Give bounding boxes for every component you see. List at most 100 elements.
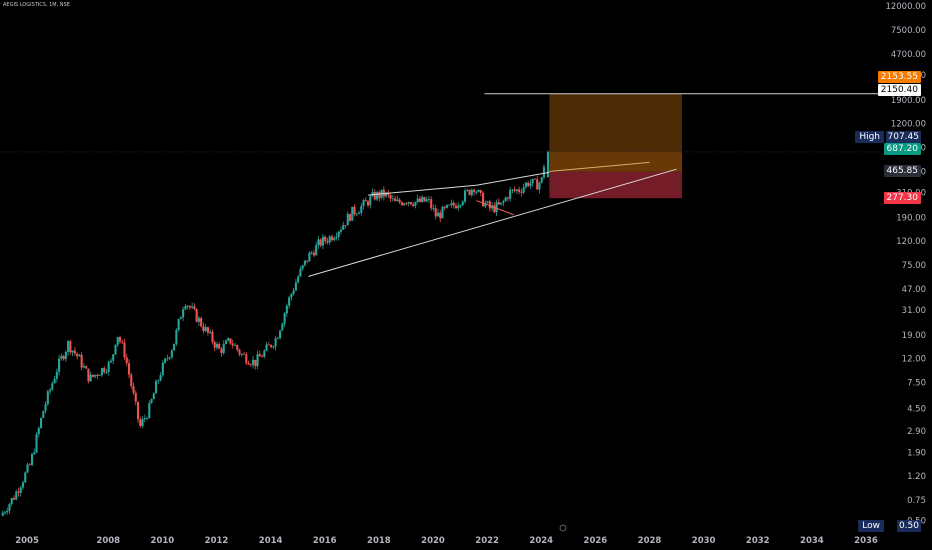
candle-body	[229, 338, 232, 344]
candle-body	[409, 202, 412, 205]
candle-body	[297, 276, 300, 283]
candle-body	[333, 237, 336, 241]
candle-body	[430, 199, 433, 209]
candle-body	[479, 190, 482, 193]
candle-body	[242, 353, 246, 355]
y-tick-label: 1200.00	[891, 119, 926, 129]
candle-body	[357, 212, 361, 214]
x-tick-label: 2014	[259, 536, 283, 546]
candle-body	[211, 331, 214, 343]
candle-body	[497, 202, 500, 205]
last-price-tag: 687.20	[883, 143, 921, 155]
candle-body	[538, 182, 541, 190]
candle-body	[116, 337, 119, 345]
candle-body	[164, 358, 167, 363]
candle-body	[170, 350, 173, 358]
x-tick-label: 2026	[584, 536, 608, 546]
candle-body	[148, 403, 151, 419]
candle-body	[294, 282, 297, 291]
candle-body	[335, 236, 338, 238]
candle-body	[96, 374, 99, 376]
candle-body	[405, 203, 408, 205]
candle-body	[391, 198, 394, 200]
candle-body	[511, 189, 514, 191]
y-tick-label: 120.00	[896, 237, 926, 247]
y-tick-label: 1.20	[907, 472, 926, 482]
candle-body	[44, 404, 47, 411]
candle-body	[188, 305, 191, 308]
candle-body	[134, 392, 137, 402]
y-tick-label: 7.50	[907, 378, 926, 388]
candle-body	[382, 189, 385, 197]
x-tick-label: 2018	[367, 536, 391, 546]
candle-body	[161, 362, 164, 376]
candle-body	[337, 231, 340, 237]
candle-body	[416, 198, 419, 202]
candle-body	[182, 309, 185, 318]
candle-body	[290, 293, 293, 298]
high-value: 707.45	[885, 131, 921, 143]
candle-body	[353, 206, 356, 215]
trendline-red	[476, 200, 515, 216]
candle-body	[238, 349, 241, 355]
candle-body	[8, 504, 11, 511]
candle-body	[12, 498, 16, 500]
candle-body	[310, 252, 313, 254]
candle-body	[400, 202, 403, 206]
x-tick-label: 2028	[638, 536, 662, 546]
candle-body	[249, 364, 252, 366]
y-tick-label: 75.00	[902, 261, 926, 271]
candle-body	[301, 265, 304, 269]
candle-body	[155, 381, 158, 394]
candle-body	[123, 342, 126, 358]
candle-body	[312, 252, 315, 256]
candle-body	[482, 192, 485, 207]
candle-body	[46, 391, 49, 405]
candle-body	[421, 197, 424, 203]
candle-body	[326, 240, 329, 243]
candle-body	[35, 434, 38, 453]
candle-body	[233, 345, 237, 346]
candle-body	[493, 205, 496, 213]
candle-body	[1, 512, 4, 516]
candle-body	[378, 192, 381, 198]
candle-body	[200, 317, 203, 327]
candle-body	[125, 357, 128, 364]
candle-body	[261, 356, 264, 358]
candle-body	[524, 182, 527, 188]
y-tick-label: 2.90	[907, 427, 926, 437]
horizontal-level-tag: 2150.40	[877, 84, 921, 96]
candle-body	[15, 491, 18, 500]
candle-body	[439, 212, 442, 219]
candle-body	[89, 374, 92, 382]
y-tick-label: 7500.00	[891, 26, 926, 36]
candle-body	[218, 343, 221, 349]
candle-body	[376, 192, 379, 200]
candle-body	[58, 358, 61, 372]
candle-body	[132, 386, 135, 393]
candle-body	[206, 327, 209, 333]
candle-body	[136, 401, 140, 420]
symbol-label: AEGIS LOGISTICS, 1M, NSE	[3, 2, 70, 8]
candle-body	[26, 464, 29, 473]
candle-body	[292, 290, 295, 294]
candle-body	[371, 191, 374, 197]
candle-body	[267, 344, 270, 346]
stop-price-tag: 277.30	[883, 192, 921, 204]
candle-body	[107, 362, 110, 372]
candle-body	[247, 363, 250, 365]
trendline-lower	[308, 168, 677, 277]
candle-body	[509, 189, 512, 199]
candle-body	[328, 236, 331, 243]
candle-body	[197, 317, 200, 322]
candle-body	[423, 197, 426, 202]
candle-body	[403, 203, 406, 206]
y-tick-label: 1.90	[907, 449, 926, 459]
candle-body	[463, 190, 467, 202]
candle-body	[445, 204, 449, 208]
candle-body	[346, 214, 349, 226]
candle-body	[466, 189, 469, 191]
stop-zone	[549, 171, 682, 199]
candle-body	[87, 368, 90, 382]
